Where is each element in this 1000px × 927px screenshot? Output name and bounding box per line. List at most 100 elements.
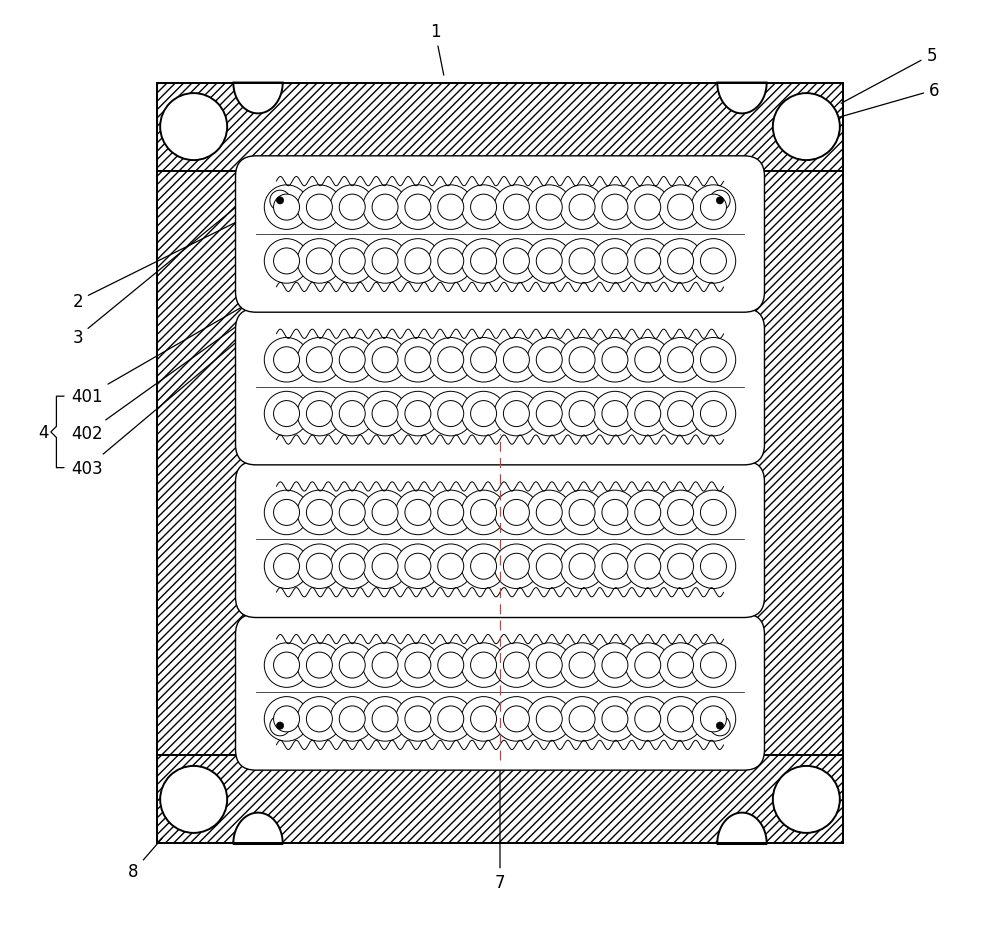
- Circle shape: [339, 248, 365, 274]
- Circle shape: [461, 544, 506, 589]
- Circle shape: [700, 401, 726, 427]
- Circle shape: [438, 553, 464, 579]
- Circle shape: [471, 348, 497, 374]
- Circle shape: [428, 338, 473, 383]
- Circle shape: [330, 338, 375, 383]
- Circle shape: [569, 348, 595, 374]
- Circle shape: [372, 195, 398, 221]
- Polygon shape: [717, 83, 767, 114]
- Circle shape: [625, 338, 670, 383]
- Circle shape: [306, 348, 332, 374]
- Circle shape: [635, 653, 661, 679]
- Circle shape: [339, 553, 365, 579]
- Circle shape: [274, 401, 300, 427]
- Circle shape: [536, 401, 562, 427]
- Circle shape: [306, 401, 332, 427]
- Circle shape: [773, 766, 840, 833]
- Circle shape: [372, 248, 398, 274]
- Circle shape: [668, 401, 694, 427]
- Polygon shape: [157, 171, 245, 756]
- Circle shape: [372, 553, 398, 579]
- Circle shape: [363, 239, 407, 284]
- Circle shape: [527, 490, 572, 535]
- Circle shape: [503, 553, 529, 579]
- Polygon shape: [233, 83, 283, 114]
- Circle shape: [330, 185, 375, 230]
- Circle shape: [494, 338, 539, 383]
- Circle shape: [372, 401, 398, 427]
- Circle shape: [264, 544, 309, 589]
- Circle shape: [668, 500, 694, 526]
- Circle shape: [569, 706, 595, 732]
- Circle shape: [428, 185, 473, 230]
- Circle shape: [602, 553, 628, 579]
- Circle shape: [658, 392, 703, 437]
- Circle shape: [276, 197, 284, 205]
- Circle shape: [264, 697, 309, 742]
- Circle shape: [494, 490, 539, 535]
- Circle shape: [396, 338, 440, 383]
- Circle shape: [405, 348, 431, 374]
- Polygon shape: [245, 171, 755, 756]
- Circle shape: [602, 248, 628, 274]
- Circle shape: [428, 544, 473, 589]
- Text: 6: 6: [809, 82, 940, 127]
- Circle shape: [569, 653, 595, 679]
- Circle shape: [306, 195, 332, 221]
- Circle shape: [270, 191, 290, 211]
- Circle shape: [527, 697, 572, 742]
- Circle shape: [461, 643, 506, 688]
- Circle shape: [330, 544, 375, 589]
- Circle shape: [527, 643, 572, 688]
- Circle shape: [560, 544, 604, 589]
- Circle shape: [527, 544, 572, 589]
- Circle shape: [274, 500, 300, 526]
- Circle shape: [503, 500, 529, 526]
- Circle shape: [635, 248, 661, 274]
- Circle shape: [494, 544, 539, 589]
- Circle shape: [593, 697, 637, 742]
- Polygon shape: [233, 813, 283, 844]
- Text: 2: 2: [72, 202, 278, 311]
- Circle shape: [635, 553, 661, 579]
- Circle shape: [339, 195, 365, 221]
- Circle shape: [297, 697, 342, 742]
- Circle shape: [691, 544, 736, 589]
- Circle shape: [297, 490, 342, 535]
- Circle shape: [461, 697, 506, 742]
- Circle shape: [471, 653, 497, 679]
- Circle shape: [503, 348, 529, 374]
- Circle shape: [405, 401, 431, 427]
- Circle shape: [396, 544, 440, 589]
- Circle shape: [471, 248, 497, 274]
- Circle shape: [428, 392, 473, 437]
- Circle shape: [471, 500, 497, 526]
- Circle shape: [668, 553, 694, 579]
- Circle shape: [330, 239, 375, 284]
- Circle shape: [363, 392, 407, 437]
- Circle shape: [363, 697, 407, 742]
- Circle shape: [405, 653, 431, 679]
- Circle shape: [264, 643, 309, 688]
- Circle shape: [306, 500, 332, 526]
- Circle shape: [773, 94, 840, 161]
- Circle shape: [461, 490, 506, 535]
- Text: 3: 3: [72, 184, 264, 347]
- Circle shape: [593, 392, 637, 437]
- Circle shape: [438, 195, 464, 221]
- Circle shape: [396, 643, 440, 688]
- Circle shape: [306, 248, 332, 274]
- Circle shape: [461, 338, 506, 383]
- Circle shape: [306, 653, 332, 679]
- Circle shape: [297, 185, 342, 230]
- Text: 4: 4: [38, 424, 49, 441]
- Circle shape: [471, 706, 497, 732]
- Circle shape: [625, 392, 670, 437]
- Circle shape: [438, 706, 464, 732]
- Circle shape: [536, 195, 562, 221]
- Circle shape: [560, 697, 604, 742]
- Circle shape: [635, 195, 661, 221]
- Circle shape: [503, 248, 529, 274]
- Text: 1: 1: [430, 23, 444, 76]
- Circle shape: [668, 348, 694, 374]
